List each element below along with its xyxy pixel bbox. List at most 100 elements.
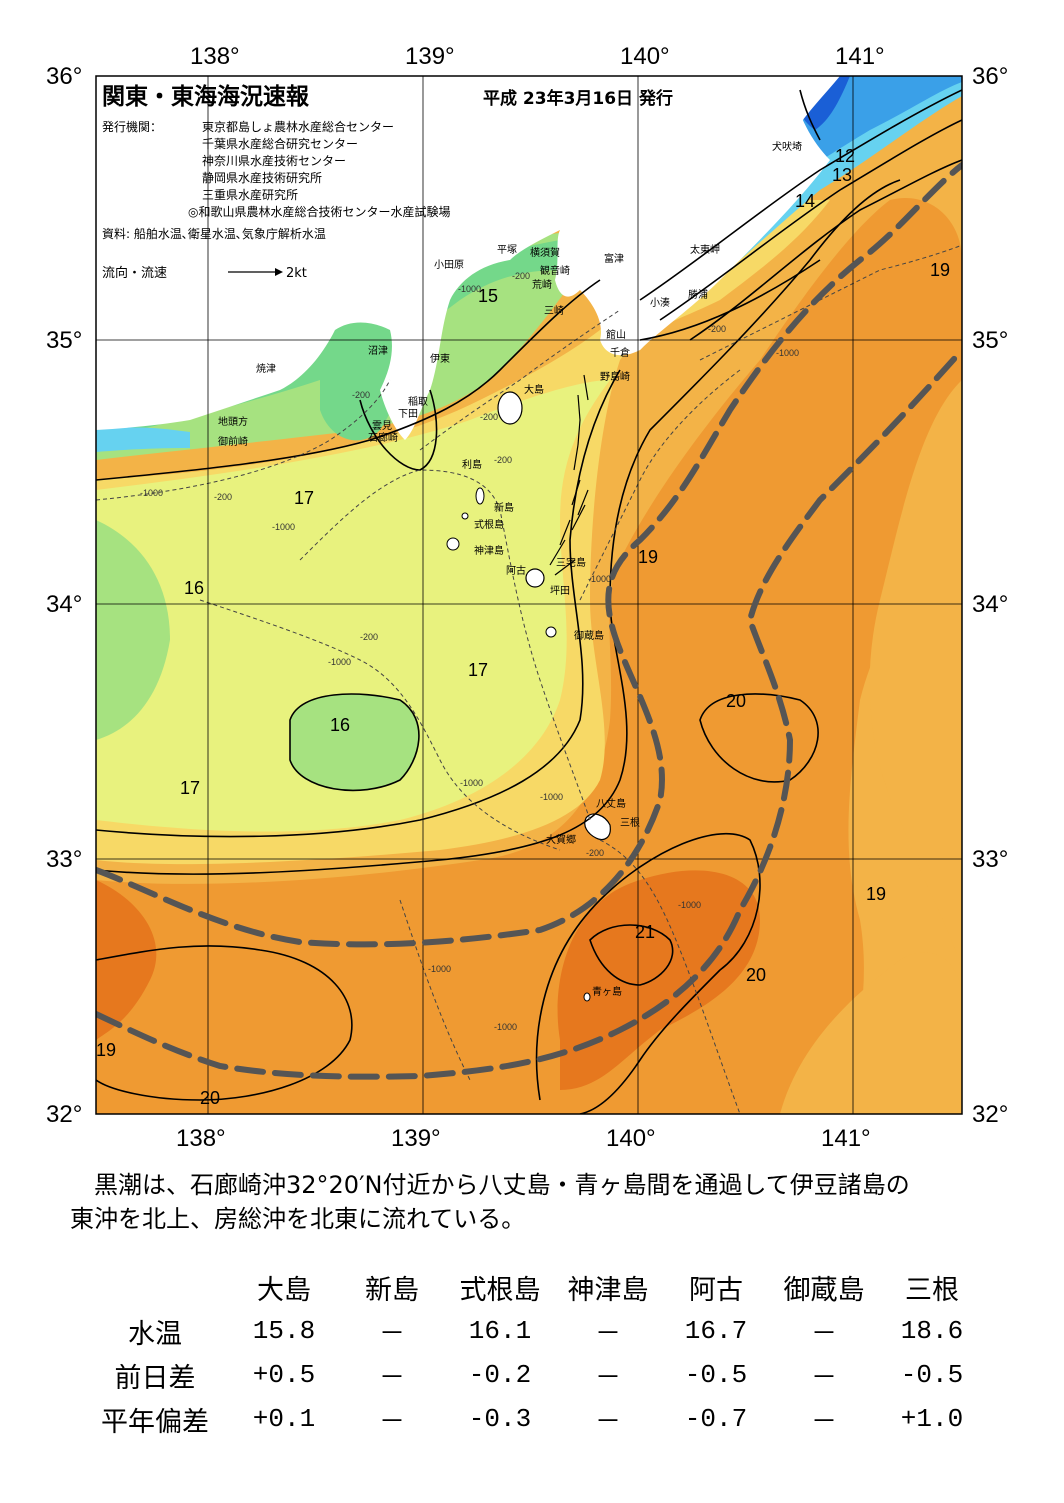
- depth-label: -200: [360, 632, 378, 642]
- current-vectors: [549, 374, 589, 576]
- place-inatori: 稲取: [408, 396, 428, 408]
- lat-tick-36-right: 36°: [972, 63, 1008, 90]
- place-kozushima: 神津島: [474, 544, 504, 557]
- place-jitogata: 地頭方: [218, 415, 248, 428]
- depth-label: -1000: [428, 964, 451, 974]
- issue-date: 平成 23年3月16日 発行: [483, 88, 673, 109]
- table-cell: －: [594, 1363, 621, 1394]
- place-kominato: 小湊: [650, 296, 670, 309]
- table-cell: -0.2: [468, 1360, 532, 1390]
- col-header: 阿古: [689, 1274, 743, 1306]
- lon-tick-139-bottom: 139°: [391, 1125, 441, 1152]
- zone-20-main: [96, 198, 962, 1114]
- island-oshima: [497, 391, 523, 425]
- place-mitsune: 三根: [620, 816, 640, 829]
- island-shikinejima: [461, 512, 469, 520]
- publisher-4: 静岡県水産技術研究所: [202, 170, 322, 185]
- place-futtsu: 富津: [604, 252, 624, 265]
- place-mera: 雲見: [372, 420, 392, 432]
- zone-omaezaki: [96, 427, 190, 452]
- depth-label: -1000: [776, 348, 799, 358]
- isotherm-label-20-south: 20: [746, 965, 766, 985]
- isotherm-label-13: 13: [832, 165, 852, 185]
- island-mikura: [545, 626, 557, 638]
- table-cell: 16.1: [468, 1316, 532, 1346]
- depth-label: -200: [708, 324, 726, 334]
- isotherm-labels: 12 13 14 15 16 16 17 17 17 19 19 19 19 2…: [96, 146, 950, 1108]
- place-kannonzaki: 観音崎: [540, 264, 570, 277]
- place-okago: 大賀郷: [546, 833, 576, 846]
- col-header: 神津島: [567, 1274, 649, 1306]
- place-irozaki: 石廊崎: [368, 431, 398, 444]
- depth-label: -1000: [328, 657, 351, 667]
- isotherm-label-17-center: 17: [468, 660, 488, 680]
- isotherm-label-19-center: 19: [638, 547, 658, 567]
- col-header: 式根島: [459, 1274, 541, 1306]
- sea-temperature-map: 138° 139° 140° 141° 138° 139° 140° 141° …: [46, 43, 1008, 1152]
- depth-label: -1000: [140, 488, 163, 498]
- place-tateyama: 館山: [606, 328, 626, 341]
- isotherm-label-17-south: 17: [180, 778, 200, 798]
- lon-tick-138-top: 138°: [190, 43, 240, 70]
- zone-19-offshore-east: [869, 380, 962, 980]
- place-miyake: 三宅島: [556, 556, 586, 569]
- place-names: 犬吠埼 太東岬 勝浦 小湊 富津 横須賀 観音崎 荒崎 三崎 平塚 小田原 館山…: [218, 140, 802, 998]
- isotherm-label-14: 14: [795, 191, 815, 211]
- place-yokosuka: 横須賀: [530, 246, 560, 259]
- row-label: 前日差: [114, 1362, 196, 1394]
- depth-label: -1000: [494, 1022, 517, 1032]
- map-title: 関東・東海海況速報: [102, 83, 310, 110]
- isotherm-label-19-ne: 19: [930, 260, 950, 280]
- isotherm-label-19-sw: 19: [96, 1040, 116, 1060]
- lon-tick-139-top: 139°: [405, 43, 455, 70]
- place-katsuura: 勝浦: [688, 288, 708, 301]
- lat-tick-35-right: 35°: [972, 327, 1008, 354]
- lat-tick-35-left: 35°: [46, 327, 82, 354]
- place-toshima: 利島: [462, 458, 482, 471]
- place-niijima: 新島: [494, 501, 514, 514]
- place-oshima: 大島: [524, 383, 544, 396]
- island-hachijo: [584, 813, 611, 841]
- lat-tick-34-right: 34°: [972, 591, 1008, 618]
- isotherms: [96, 89, 962, 1114]
- place-chikura: 千倉: [610, 346, 630, 359]
- publisher-2: 千葉県水産総合研究センター: [202, 136, 358, 151]
- zone-16-west: [96, 520, 170, 740]
- isotherm-label-12: 12: [835, 146, 855, 166]
- lon-tick-140-bottom: 140°: [606, 1125, 656, 1152]
- place-ito: 伊東: [430, 352, 450, 365]
- col-header: 新島: [365, 1274, 419, 1306]
- table-cell: -0.3: [468, 1404, 532, 1434]
- depth-label: -1000: [588, 574, 611, 584]
- place-inubozaki: 犬吠埼: [772, 140, 802, 153]
- place-hachijojima: 八丈島: [596, 797, 626, 810]
- publisher-1: 東京都島しょ農林水産総合センター: [202, 119, 394, 134]
- isobaths: [96, 244, 962, 1114]
- table-cell: －: [378, 1363, 405, 1394]
- table-cell: 18.6: [900, 1316, 964, 1346]
- place-nojimazaki: 野島崎: [600, 370, 630, 383]
- depth-label: -200: [352, 390, 370, 400]
- depth-label: -200: [512, 271, 530, 281]
- zone-19-se: [780, 952, 962, 1114]
- lat-tick-33-left: 33°: [46, 846, 82, 873]
- table-cell: －: [378, 1319, 405, 1350]
- table-cell: +1.0: [900, 1404, 964, 1434]
- place-omaezaki: 御前崎: [218, 435, 248, 448]
- depth-label: -200: [214, 492, 232, 502]
- isotherm-label-15: 15: [478, 286, 498, 306]
- island-aogashima: [583, 992, 591, 1002]
- depth-labels: -200 -1000 -200 -200 -200 -1000 -200 -10…: [140, 271, 799, 1032]
- kuroshio-summary: 黒潮は、石廊崎沖32°20′N付近から八丈島・青ヶ島間を通過して伊豆諸島の 東沖…: [70, 1168, 1000, 1236]
- lon-tick-140-top: 140°: [620, 43, 670, 70]
- depth-label: -1000: [458, 284, 481, 294]
- table-cell: －: [594, 1407, 621, 1438]
- table-cell: -0.5: [684, 1360, 748, 1390]
- table-row-water-temp: 水温 15.8 － 16.1 － 16.7 － 18.6: [80, 1309, 986, 1353]
- island-miyake: [525, 568, 545, 588]
- data-source: 資料: 船舶水温､衛星水温､気象庁解析水温: [102, 226, 326, 241]
- lat-tick-34-left: 34°: [46, 591, 82, 618]
- flow-scale-arrow: [228, 268, 283, 276]
- table-cell: +0.1: [252, 1404, 316, 1434]
- place-taitozaki: 太東岬: [690, 243, 720, 256]
